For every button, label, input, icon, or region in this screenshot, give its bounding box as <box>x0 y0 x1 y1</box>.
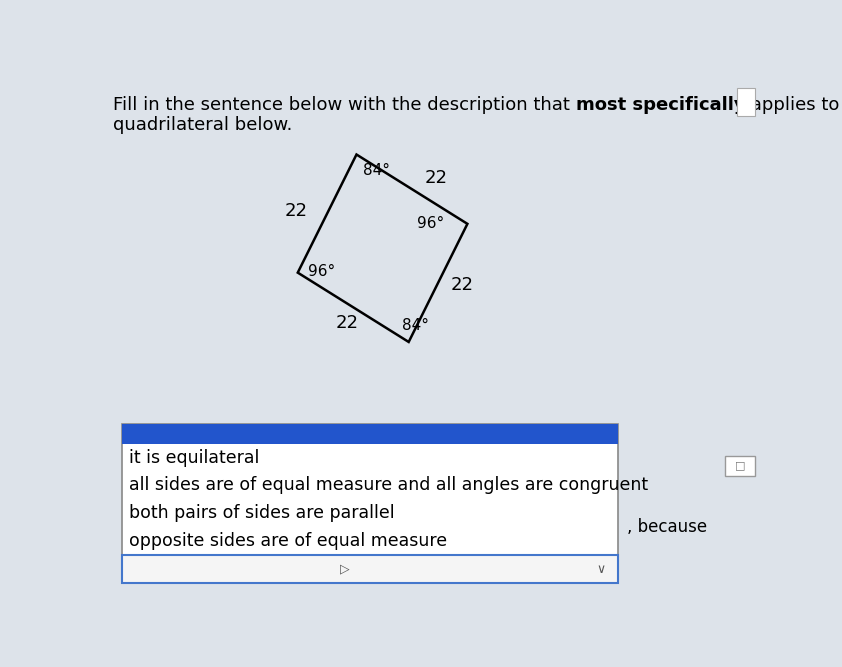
Text: quadrilateral below.: quadrilateral below. <box>113 116 292 134</box>
Bar <box>121 424 617 584</box>
Text: applies to the: applies to the <box>745 97 842 115</box>
Text: Fill in the sentence below with the description that: Fill in the sentence below with the desc… <box>113 97 576 115</box>
Text: 22: 22 <box>285 202 307 220</box>
Text: 22: 22 <box>425 169 448 187</box>
Text: ∨: ∨ <box>597 563 605 576</box>
Text: □: □ <box>734 461 745 471</box>
Text: 96°: 96° <box>418 216 445 231</box>
Text: both pairs of sides are parallel: both pairs of sides are parallel <box>130 504 395 522</box>
Text: 22: 22 <box>451 277 474 294</box>
Text: opposite sides are of equal measure: opposite sides are of equal measure <box>130 532 447 550</box>
Text: ▷: ▷ <box>340 563 349 576</box>
Text: 84°: 84° <box>402 318 429 334</box>
Text: 84°: 84° <box>363 163 390 178</box>
Text: , because: , because <box>627 518 707 536</box>
Text: 22: 22 <box>335 313 358 331</box>
Bar <box>725 456 754 476</box>
Bar <box>737 88 755 116</box>
Text: most specifically: most specifically <box>576 97 745 115</box>
Text: 96°: 96° <box>307 264 335 279</box>
Text: it is equilateral: it is equilateral <box>130 449 260 467</box>
Text: all sides are of equal measure and all angles are congruent: all sides are of equal measure and all a… <box>130 476 648 494</box>
Bar <box>121 555 617 584</box>
Bar <box>121 424 617 444</box>
